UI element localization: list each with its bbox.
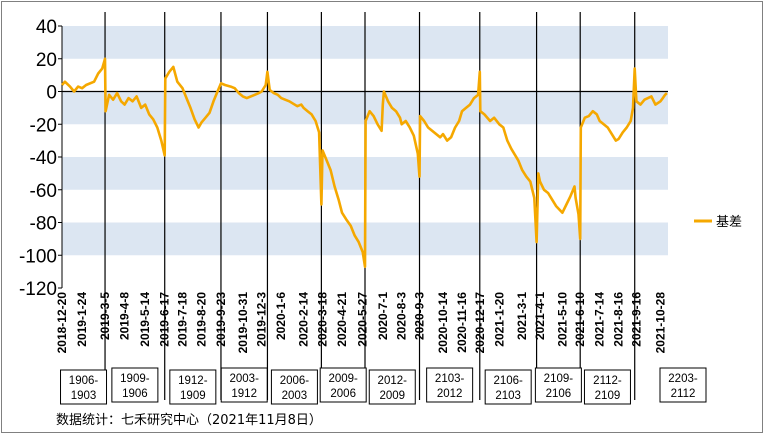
x-tick-label: 2021-9-16 [629, 292, 643, 347]
y-tick-label: 20 [36, 50, 57, 71]
contract-box [368, 369, 416, 405]
contract-label: 2112- [593, 375, 622, 387]
x-tick-label: 2021-1-20 [492, 292, 506, 347]
contract-box [659, 367, 707, 403]
x-tick-label: 2021-7-14 [593, 292, 607, 347]
x-tick-label: 2018-12-20 [55, 292, 69, 354]
contract-label: 2103 [495, 390, 521, 402]
contract-label: 1903 [71, 390, 97, 402]
contract-box [426, 367, 474, 403]
contract-label: 2009 [379, 390, 405, 402]
y-tick-label: -80 [30, 214, 57, 235]
y-tick-label: -100 [19, 246, 57, 267]
contract-label: 1906 [122, 388, 148, 400]
y-tick-label: 0 [46, 83, 57, 104]
y-axis: 40 20 0 -20 -40 -60 -80 -100 -120 [19, 17, 63, 300]
legend: 基差 [694, 215, 742, 230]
x-tick-label: 2020-8-3 [395, 292, 409, 340]
series-line [61, 57, 668, 268]
x-tick-label: 2019-1-24 [75, 292, 89, 347]
contract-box [484, 369, 532, 405]
x-tick-label: 2019-8-20 [194, 292, 208, 347]
x-tick-label: 2020-1-6 [274, 292, 288, 340]
contract-label: 1912- [178, 375, 208, 387]
contract-label: 2006- [280, 375, 310, 387]
contract-box [111, 367, 159, 403]
legend-label: 基差 [716, 215, 742, 230]
series-layer [61, 57, 668, 268]
x-tick-label: 2019-4-8 [118, 292, 132, 340]
x-tick-label: 2020-2-14 [297, 292, 311, 347]
contract-label: 2003- [229, 373, 259, 385]
x-tick-label: 2020-4-21 [335, 292, 349, 347]
contract-label: 2109- [544, 373, 574, 385]
x-tick-label: 2019-12-3 [255, 292, 269, 347]
contract-label: 2112 [671, 388, 696, 400]
y-tick-label: -60 [30, 181, 57, 202]
contract-label: 1906- [69, 375, 99, 387]
x-tick-label: 2020-7-1 [376, 292, 390, 340]
x-tick-label: 2021-6-10 [573, 292, 587, 347]
contract-box [60, 369, 108, 405]
contract-label: 2012- [378, 375, 408, 387]
x-tick-label: 2021-10-28 [654, 292, 668, 354]
x-tick-label: 2019-10-31 [236, 292, 250, 354]
y-tick-label: -20 [30, 115, 57, 136]
contract-label: 2106- [493, 375, 523, 387]
x-tick-label: 2019-5-14 [138, 292, 152, 347]
contract-label: 2109 [595, 390, 621, 402]
x-tick-label: 2021-5-10 [555, 292, 569, 347]
x-axis: 2018-12-20 2019-1-24 2019-3-5 2019-4-8 2019-… [55, 292, 668, 354]
contract-label: 1909 [180, 390, 206, 402]
contract-label: 1909- [120, 373, 150, 385]
contract-label: 1912 [231, 388, 257, 400]
contract-box [220, 367, 268, 403]
contract-label: 2103- [435, 373, 465, 385]
x-tick-label: 2019-7-18 [176, 292, 190, 347]
contract-label: 2006 [330, 388, 356, 400]
contract-box [319, 367, 367, 403]
source-note: 数据统计：七禾研究中心（2021年11月8日） [56, 413, 322, 428]
x-tick-label: 2020-11-16 [455, 292, 469, 353]
y-tick-label: 40 [36, 17, 57, 38]
x-tick-label: 2020-5-27 [356, 292, 370, 347]
contract-box [270, 369, 318, 405]
contract-label: 2012 [437, 388, 463, 400]
x-tick-label: 2021-8-16 [612, 292, 626, 347]
contract-box [534, 367, 582, 403]
x-tick-label: 2021-3-1 [515, 292, 529, 340]
x-tick-label: 2020-3-18 [316, 292, 330, 347]
contract-label: 2009- [328, 373, 358, 385]
x-tick-label: 2019-6-17 [158, 292, 172, 347]
y-tick-label: -120 [19, 279, 57, 300]
contract-box [583, 369, 631, 405]
contract-label: 2203- [668, 373, 698, 385]
x-tick-label: 2020-10-14 [436, 292, 450, 354]
contract-label: 2003 [282, 390, 308, 402]
x-tick-label: 2020-9-3 [413, 292, 427, 340]
y-tick-label: -40 [30, 148, 57, 169]
x-tick-label: 2021-4-1 [533, 292, 547, 340]
contract-label: 2106 [546, 388, 572, 400]
x-tick-label: 2019-3-5 [98, 292, 112, 340]
x-tick-label: 2020-12-17 [473, 292, 487, 354]
contract-boxes: 1906- 1903 1909- 1906 1912- 1909 2003- 1912 2006… [60, 367, 707, 405]
contract-box [169, 369, 217, 405]
x-tick-label: 2019-9-23 [214, 292, 228, 347]
